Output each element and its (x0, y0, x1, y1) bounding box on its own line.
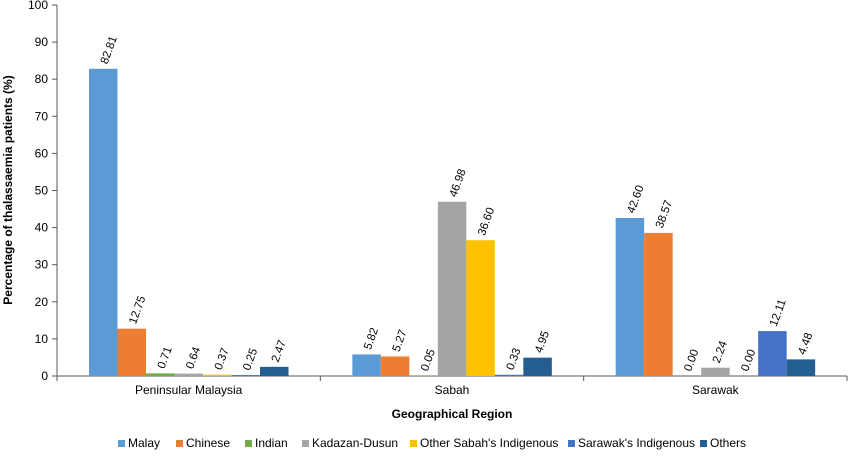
x-tick-label: Peninsular Malaysia (135, 383, 243, 397)
bar (380, 356, 410, 376)
legend-swatch (700, 440, 707, 447)
legend: Malay Chinese Indian Kadazan-Dusun Other Sab… (118, 436, 746, 450)
y-tick-label: 0 (41, 369, 48, 383)
bar (231, 375, 260, 376)
legend-swatch (245, 440, 252, 447)
y-tick-label: 70 (35, 109, 49, 123)
data-label: 38.57 (654, 199, 675, 230)
data-label: 2.47 (270, 339, 289, 364)
y-tick-label: 80 (35, 72, 49, 86)
legend-swatch (568, 440, 575, 447)
y-tick-label: 100 (28, 0, 48, 12)
y-axis: 0 10 20 30 40 50 60 70 80 90 100 (28, 0, 58, 383)
data-label: 5.27 (391, 328, 410, 353)
bar (352, 354, 381, 376)
legend-swatch (118, 440, 125, 447)
y-tick-label: 90 (35, 35, 49, 49)
bars (89, 68, 816, 376)
data-label: 0.00 (682, 348, 701, 373)
data-label: 12.11 (768, 298, 789, 328)
data-label: 36.60 (476, 206, 497, 237)
legend-item: Other Sabah's Indigenous (420, 436, 558, 450)
bar (146, 373, 175, 376)
data-label: 0.05 (419, 348, 438, 373)
legend-swatch (410, 440, 417, 447)
data-label: 0.25 (241, 347, 260, 372)
y-tick-label: 20 (35, 295, 49, 309)
legend-item: Malay (128, 436, 160, 450)
bar (644, 232, 673, 376)
bar (260, 366, 289, 376)
legend-item: Kadazan-Dusun (312, 436, 398, 450)
data-label: 0.71 (156, 345, 175, 370)
data-label: 12.75 (127, 295, 148, 326)
bar (701, 367, 730, 376)
bar (523, 357, 552, 376)
data-label: 0.00 (739, 348, 758, 373)
x-tick-label: Sabah (435, 383, 470, 397)
data-label: 4.48 (796, 331, 815, 356)
bar (494, 374, 524, 376)
data-label: 4.95 (533, 330, 552, 355)
x-axis: Peninsular Malaysia Sabah Sarawak (56, 375, 848, 397)
bar (89, 68, 118, 376)
data-label: 2.24 (711, 339, 730, 365)
bar (466, 240, 495, 376)
data-label: 5.82 (362, 326, 381, 351)
legend-item: Others (710, 436, 746, 450)
data-label: 46.98 (448, 168, 469, 199)
bar (437, 201, 467, 376)
data-label: 82.81 (99, 35, 120, 66)
data-label: 0.64 (184, 345, 203, 371)
x-tick-label: Sarawak (692, 383, 740, 397)
bar (786, 359, 816, 376)
y-tick-label: 10 (35, 332, 49, 346)
bar (174, 373, 203, 376)
y-tick-label: 60 (35, 146, 49, 160)
bar (615, 217, 645, 376)
data-label: 0.33 (505, 347, 524, 372)
data-label: 0.37 (213, 347, 232, 372)
x-axis-title: Geographical Region (392, 407, 513, 421)
y-tick-label: 50 (35, 184, 49, 198)
y-tick-label: 40 (35, 221, 49, 235)
data-label: 42.60 (625, 184, 646, 215)
legend-item: Indian (255, 436, 288, 450)
bar (203, 374, 232, 376)
legend-swatch (302, 440, 309, 447)
legend-item: Chinese (186, 436, 230, 450)
legend-swatch (176, 440, 183, 447)
y-axis-title: Percentage of thalassaemia patients (%) (1, 75, 15, 304)
bar (758, 331, 787, 376)
y-tick-label: 30 (35, 258, 49, 272)
bar (117, 328, 146, 376)
legend-item: Sarawak's Indigenous (578, 436, 695, 450)
